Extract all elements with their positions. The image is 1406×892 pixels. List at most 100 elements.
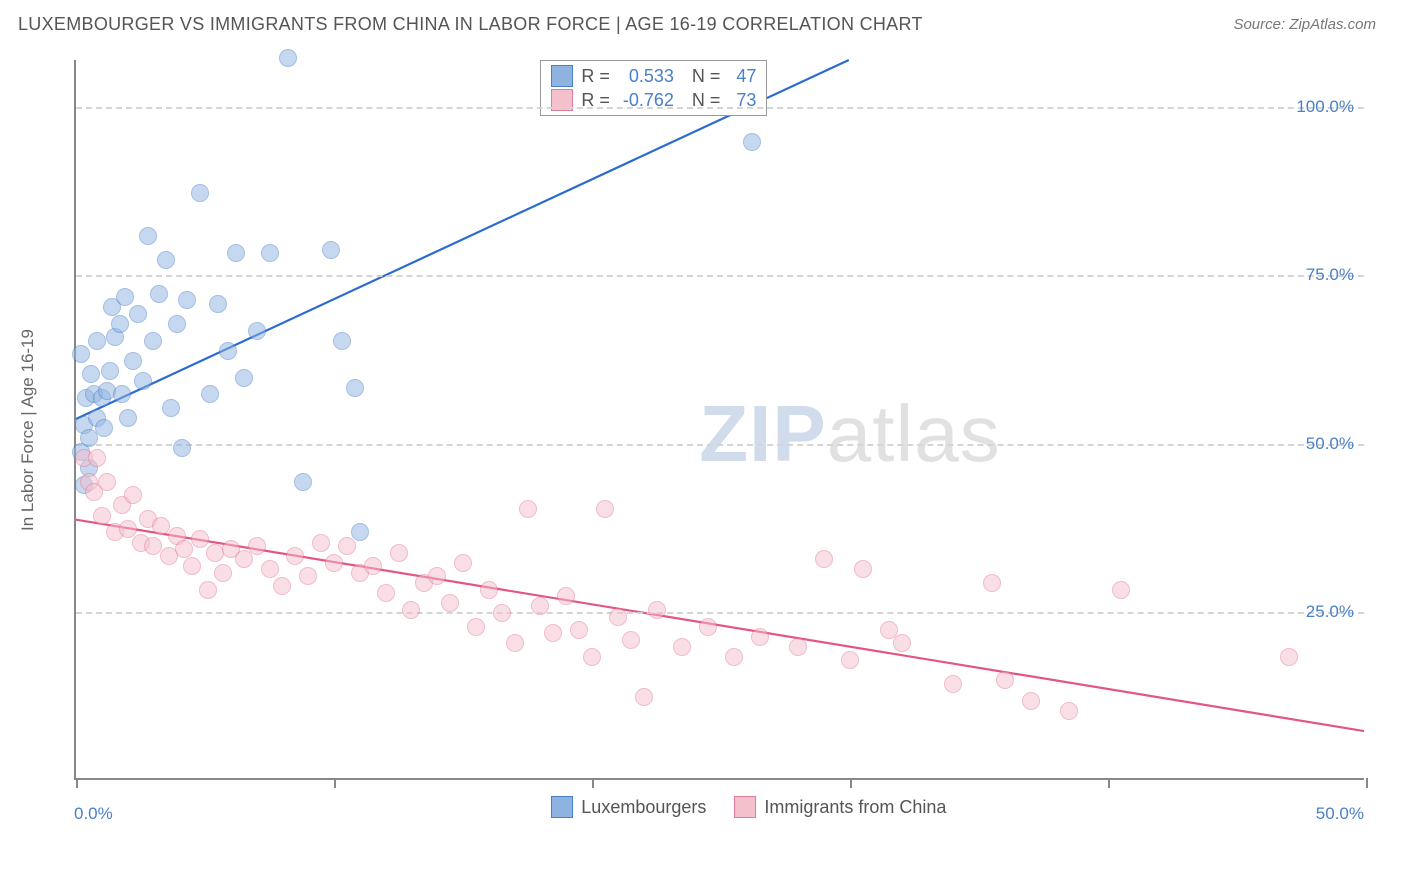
scatter-point (544, 624, 562, 642)
scatter-point (338, 537, 356, 555)
scatter-point (531, 597, 549, 615)
scatter-point (480, 581, 498, 599)
scatter-point (557, 587, 575, 605)
scatter-point (570, 621, 588, 639)
scatter-point (235, 369, 253, 387)
scatter-point (351, 523, 369, 541)
stats-r-value: 0.533 (618, 66, 674, 87)
scatter-point (248, 537, 266, 555)
gridline-h (76, 107, 1364, 109)
x-tick (850, 778, 852, 788)
scatter-point (144, 332, 162, 350)
scatter-point (1022, 692, 1040, 710)
scatter-point (789, 638, 807, 656)
scatter-point (596, 500, 614, 518)
scatter-point (191, 184, 209, 202)
x-tick (334, 778, 336, 788)
scatter-point (441, 594, 459, 612)
scatter-point (1060, 702, 1078, 720)
scatter-point (116, 288, 134, 306)
scatter-point (346, 379, 364, 397)
scatter-point (88, 332, 106, 350)
gridline-h (76, 444, 1364, 446)
scatter-point (80, 429, 98, 447)
scatter-point (214, 564, 232, 582)
gridline-h (76, 275, 1364, 277)
legend-label: Luxembourgers (581, 797, 706, 818)
x-tick (76, 778, 78, 788)
y-tick-label: 25.0% (1306, 602, 1354, 622)
scatter-point (944, 675, 962, 693)
scatter-point (88, 449, 106, 467)
gridline-h (76, 612, 1364, 614)
scatter-point (364, 557, 382, 575)
scatter-point (377, 584, 395, 602)
scatter-point (175, 540, 193, 558)
scatter-point (199, 581, 217, 599)
scatter-point (279, 49, 297, 67)
scatter-point (93, 507, 111, 525)
y-tick-label: 100.0% (1296, 97, 1354, 117)
scatter-point (893, 634, 911, 652)
scatter-point (261, 560, 279, 578)
source-label: Source: ZipAtlas.com (1233, 16, 1376, 33)
y-axis-label: In Labor Force | Age 16-19 (18, 329, 38, 531)
scatter-point (227, 244, 245, 262)
scatter-point (98, 473, 116, 491)
scatter-point (699, 618, 717, 636)
scatter-point (622, 631, 640, 649)
watermark-zip: ZIP (699, 389, 826, 478)
header: LUXEMBOURGER VS IMMIGRANTS FROM CHINA IN… (0, 0, 1406, 43)
watermark: ZIPatlas (699, 388, 1000, 480)
scatter-point (191, 530, 209, 548)
scatter-point (209, 295, 227, 313)
scatter-point (162, 399, 180, 417)
scatter-point (134, 372, 152, 390)
scatter-point (333, 332, 351, 350)
scatter-point (157, 251, 175, 269)
scatter-point (493, 604, 511, 622)
chart-container: In Labor Force | Age 16-19 ZIPatlas R =0… (46, 50, 1386, 810)
scatter-point (261, 244, 279, 262)
scatter-point (111, 315, 129, 333)
stats-row: R =0.533 N =47 (551, 65, 756, 87)
stats-n-label: N = (682, 66, 721, 87)
scatter-point (72, 345, 90, 363)
legend-item: Luxembourgers (551, 796, 706, 818)
scatter-point (583, 648, 601, 666)
scatter-point (325, 554, 343, 572)
scatter-point (82, 365, 100, 383)
scatter-point (983, 574, 1001, 592)
scatter-point (150, 285, 168, 303)
scatter-point (1112, 581, 1130, 599)
x-tick-label: 0.0% (74, 804, 113, 824)
scatter-point (815, 550, 833, 568)
scatter-point (113, 385, 131, 403)
scatter-point (648, 601, 666, 619)
scatter-point (219, 342, 237, 360)
stats-swatch (551, 65, 573, 87)
legend-label: Immigrants from China (764, 797, 946, 818)
scatter-point (402, 601, 420, 619)
scatter-point (519, 500, 537, 518)
scatter-point (101, 362, 119, 380)
scatter-point (119, 409, 137, 427)
scatter-point (129, 305, 147, 323)
scatter-point (635, 688, 653, 706)
scatter-point (235, 550, 253, 568)
scatter-point (124, 486, 142, 504)
plot-area: ZIPatlas R =0.533 N =47R =-0.762 N =73 2… (74, 60, 1364, 780)
scatter-point (95, 419, 113, 437)
scatter-point (673, 638, 691, 656)
scatter-point (178, 291, 196, 309)
scatter-point (124, 352, 142, 370)
scatter-point (1280, 648, 1298, 666)
scatter-point (273, 577, 291, 595)
x-tick (1108, 778, 1110, 788)
scatter-point (454, 554, 472, 572)
scatter-point (428, 567, 446, 585)
scatter-point (467, 618, 485, 636)
scatter-point (506, 634, 524, 652)
stats-r-label: R = (581, 66, 610, 87)
scatter-point (286, 547, 304, 565)
